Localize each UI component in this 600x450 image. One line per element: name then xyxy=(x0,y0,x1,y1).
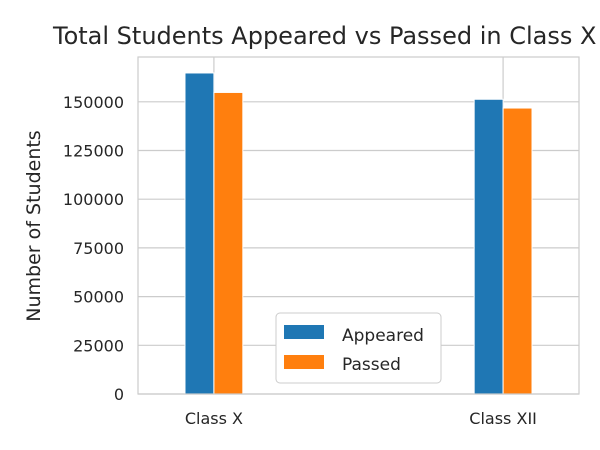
y-axis-label: Number of Students xyxy=(23,130,45,321)
y-tick-label-2: 50000 xyxy=(73,288,124,307)
legend-swatch-appeared xyxy=(284,325,324,339)
bar-passed-1 xyxy=(502,107,533,395)
bar-appeared-1 xyxy=(473,98,504,395)
chart-title: Total Students Appeared vs Passed in Cla… xyxy=(52,22,600,50)
x-tick-label-1: Class XII xyxy=(469,409,537,428)
y-axis-ticks: 0 25000 50000 75000 100000 125000 150000 xyxy=(63,93,124,404)
bars xyxy=(184,72,533,395)
x-axis-ticks: Class X Class XII xyxy=(185,409,537,428)
plot-frame xyxy=(137,56,580,395)
x-tick-label-0: Class X xyxy=(185,409,243,428)
y-tick-label-4: 100000 xyxy=(63,190,124,209)
bar-passed-0 xyxy=(213,91,244,395)
y-tick-label-3: 75000 xyxy=(73,239,124,258)
y-tick-label-6: 150000 xyxy=(63,93,124,112)
legend: Appeared Passed xyxy=(275,312,442,384)
legend-label-passed: Passed xyxy=(342,355,401,375)
legend-swatch-passed xyxy=(284,355,324,369)
y-tick-label-1: 25000 xyxy=(73,336,124,355)
bar-appeared-0 xyxy=(184,72,215,395)
legend-label-appeared: Appeared xyxy=(342,326,424,346)
y-tick-label-5: 125000 xyxy=(63,142,124,161)
y-tick-label-0: 0 xyxy=(114,385,124,404)
